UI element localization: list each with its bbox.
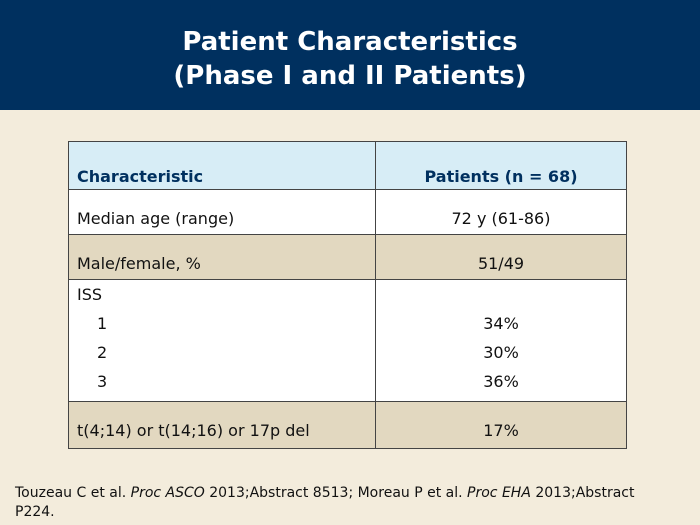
- slide-title: Patient Characteristics (Phase I and II …: [0, 0, 700, 110]
- iss-label: ISS: [77, 285, 103, 304]
- column-header-characteristic: Characteristic: [68, 141, 376, 190]
- citation-text-1: Touzeau C et al.: [15, 485, 131, 501]
- table-row: Male/female, % 51/49: [68, 234, 627, 280]
- table-header-row: Characteristic Patients (n = 68): [68, 141, 627, 190]
- row-value-male-female: 51/49: [375, 234, 627, 280]
- row-value-iss: 34% 30% 36%: [375, 279, 627, 402]
- iss-stage-2-value: 30%: [483, 343, 519, 362]
- patient-characteristics-table: Characteristic Patients (n = 68) Median …: [68, 141, 627, 449]
- citation: Touzeau C et al. Proc ASCO 2013;Abstract…: [15, 484, 675, 522]
- citation-text-2: 2013;Abstract 8513; Moreau P et al.: [204, 485, 468, 501]
- table-row: ISS 1 2 3 34% 30% 36%: [68, 279, 627, 402]
- table-row: Median age (range) 72 y (61-86): [68, 189, 627, 235]
- slide-title-line-2: (Phase I and II Patients): [173, 61, 527, 91]
- row-value-median-age: 72 y (61-86): [375, 189, 627, 235]
- row-value-cytogenetics: 17%: [375, 401, 627, 449]
- citation-journal-2: Proc EHA: [467, 485, 531, 501]
- iss-stage-1-label: 1: [97, 314, 108, 333]
- iss-stage-2-label: 2: [97, 343, 108, 362]
- column-header-patients: Patients (n = 68): [375, 141, 627, 190]
- citation-journal-1: Proc ASCO: [130, 485, 205, 501]
- row-label-male-female: Male/female, %: [68, 234, 376, 280]
- table-row: t(4;14) or t(14;16) or 17p del 17%: [68, 401, 627, 449]
- iss-stage-3-label: 3: [97, 372, 108, 391]
- slide-title-line-1: Patient Characteristics: [182, 27, 518, 57]
- iss-stage-3-value: 36%: [483, 372, 519, 391]
- iss-stage-1-value: 34%: [483, 314, 519, 333]
- row-label-iss: ISS 1 2 3: [68, 279, 376, 402]
- row-label-cytogenetics: t(4;14) or t(14;16) or 17p del: [68, 401, 376, 449]
- row-label-median-age: Median age (range): [68, 189, 376, 235]
- citation-text-3: 2013;Abstract P224.: [15, 485, 635, 520]
